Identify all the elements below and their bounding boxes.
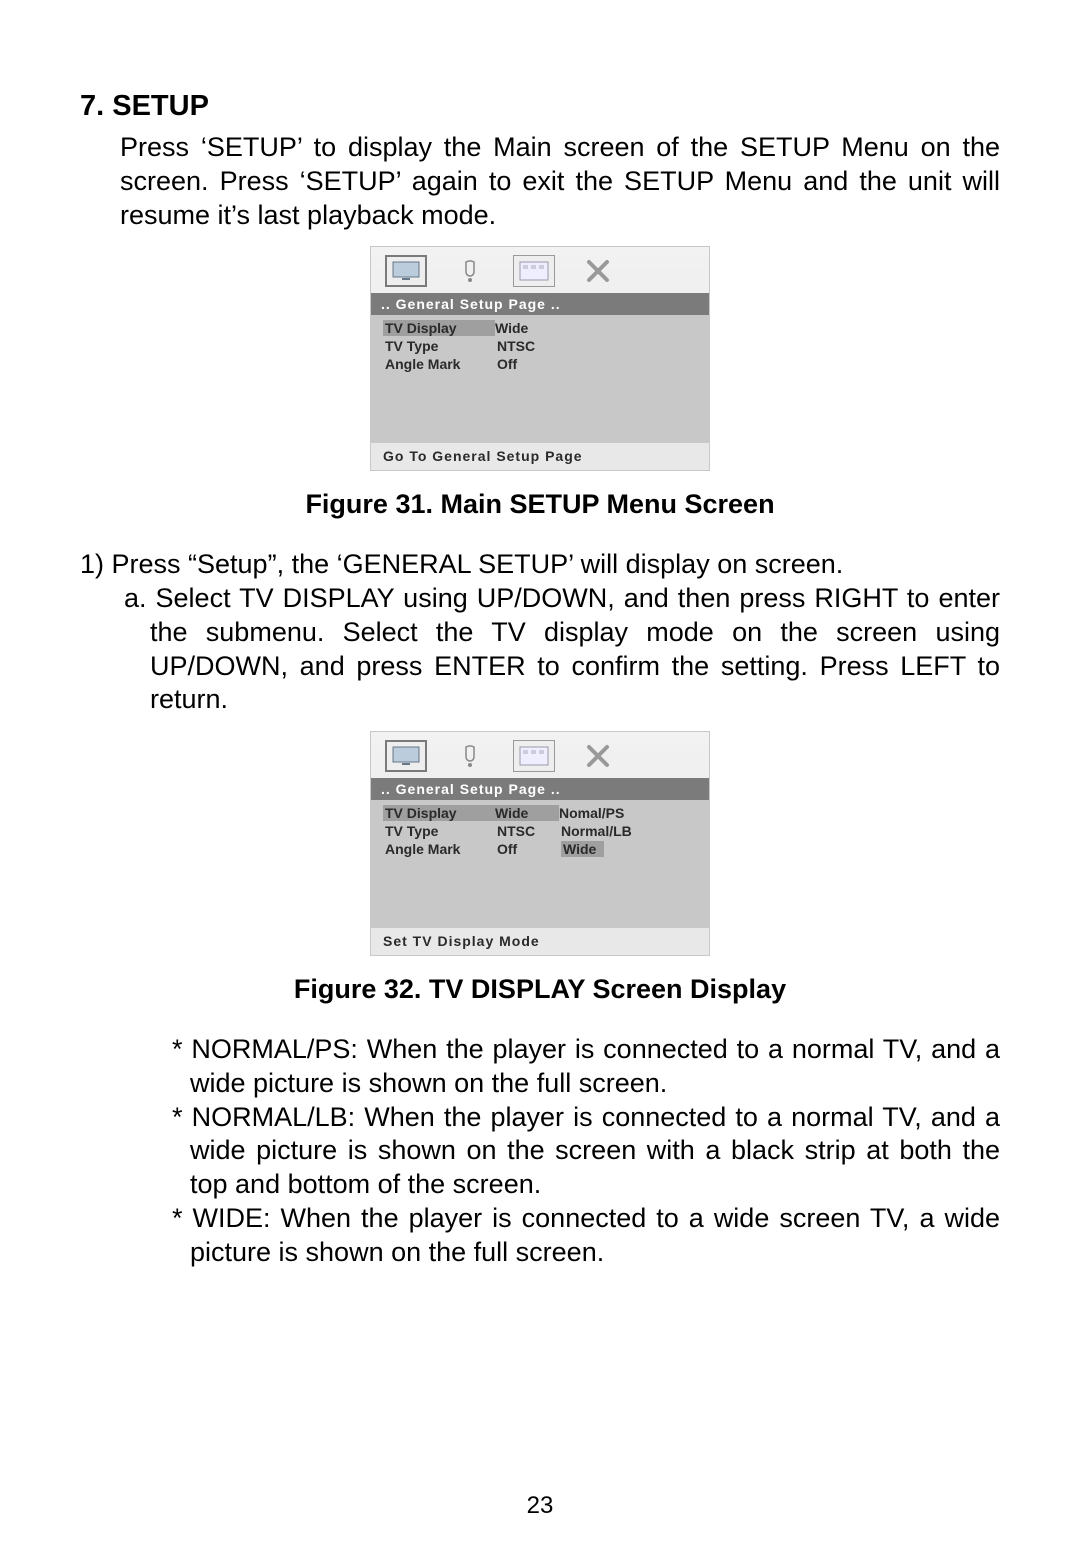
menu-label: TV Type xyxy=(385,823,497,839)
menu-body: TV Display Wide TV Type NTSC Angle Mark … xyxy=(371,315,709,443)
intro-paragraph: Press ‘SETUP’ to display the Main screen… xyxy=(120,131,1000,232)
close-icon xyxy=(577,740,619,772)
menu-option: Nomal/PS xyxy=(559,805,695,821)
menu-value: Wide xyxy=(495,805,559,821)
step-1: 1) Press “Setup”, the ‘GENERAL SETUP’ wi… xyxy=(80,548,1000,582)
bullet-normal-lb: * NORMAL/LB: When the player is connecte… xyxy=(190,1101,1000,1202)
menu-row: TV Type NTSC xyxy=(371,337,709,355)
figure-32: .. General Setup Page .. TV Display Wide… xyxy=(80,731,1000,956)
menu-header: .. General Setup Page .. xyxy=(371,293,709,315)
bullet-normal-ps: * NORMAL/PS: When the player is connecte… xyxy=(190,1033,1000,1101)
menu-row: TV Display Wide Nomal/PS xyxy=(371,804,709,822)
figure-32-caption: Figure 32. TV DISPLAY Screen Display xyxy=(80,974,1000,1005)
video-icon xyxy=(513,740,555,772)
menu-row: Angle Mark Off xyxy=(371,355,709,373)
menu-value: Wide xyxy=(495,320,559,336)
menu-label: TV Display xyxy=(383,805,495,821)
menu-value: NTSC xyxy=(497,338,561,354)
figure-31-caption: Figure 31. Main SETUP Menu Screen xyxy=(80,489,1000,520)
speaker-icon xyxy=(449,740,491,772)
close-icon xyxy=(577,255,619,287)
menu-label: Angle Mark xyxy=(385,356,497,372)
monitor-icon xyxy=(385,255,427,287)
menu-label: TV Display xyxy=(383,320,495,336)
bullet-wide: * WIDE: When the player is connected to … xyxy=(190,1202,1000,1270)
page-number: 23 xyxy=(0,1492,1080,1520)
setup-menu-box: .. General Setup Page .. TV Display Wide… xyxy=(370,246,710,471)
menu-row: Angle Mark Off Wide xyxy=(371,840,709,858)
menu-label: Angle Mark xyxy=(385,841,497,857)
menu-row: TV Type NTSC Normal/LB xyxy=(371,822,709,840)
menu-body: TV Display Wide Nomal/PS TV Type NTSC No… xyxy=(371,800,709,928)
menu-value: NTSC xyxy=(497,823,561,839)
section-heading: 7. SETUP xyxy=(80,90,1000,123)
menu-option: Wide xyxy=(561,841,695,857)
video-icon xyxy=(513,255,555,287)
menu-row: TV Display Wide xyxy=(371,319,709,337)
menu-option: Normal/LB xyxy=(561,823,695,839)
speaker-icon xyxy=(449,255,491,287)
menu-tab-bar xyxy=(371,247,709,293)
menu-header: .. General Setup Page .. xyxy=(371,778,709,800)
menu-tab-bar xyxy=(371,732,709,778)
step-1a: a. Select TV DISPLAY using UP/DOWN, and … xyxy=(150,582,1000,717)
menu-value: Off xyxy=(497,356,561,372)
menu-label: TV Type xyxy=(385,338,497,354)
figure-31: .. General Setup Page .. TV Display Wide… xyxy=(80,246,1000,471)
monitor-icon xyxy=(385,740,427,772)
setup-menu-box-2: .. General Setup Page .. TV Display Wide… xyxy=(370,731,710,956)
menu-footer: Set TV Display Mode xyxy=(371,928,709,955)
menu-value: Off xyxy=(497,841,561,857)
menu-footer: Go To General Setup Page xyxy=(371,443,709,470)
